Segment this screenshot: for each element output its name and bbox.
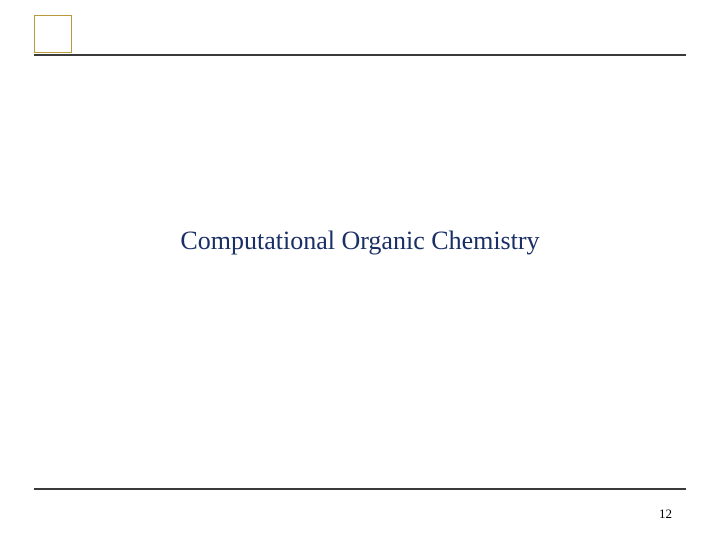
slide: Computational Organic Chemistry 12 xyxy=(0,0,720,540)
page-number: 12 xyxy=(659,506,672,522)
bottom-divider xyxy=(34,488,686,490)
top-divider xyxy=(34,54,686,56)
accent-square xyxy=(34,15,72,53)
slide-title: Computational Organic Chemistry xyxy=(0,226,720,256)
